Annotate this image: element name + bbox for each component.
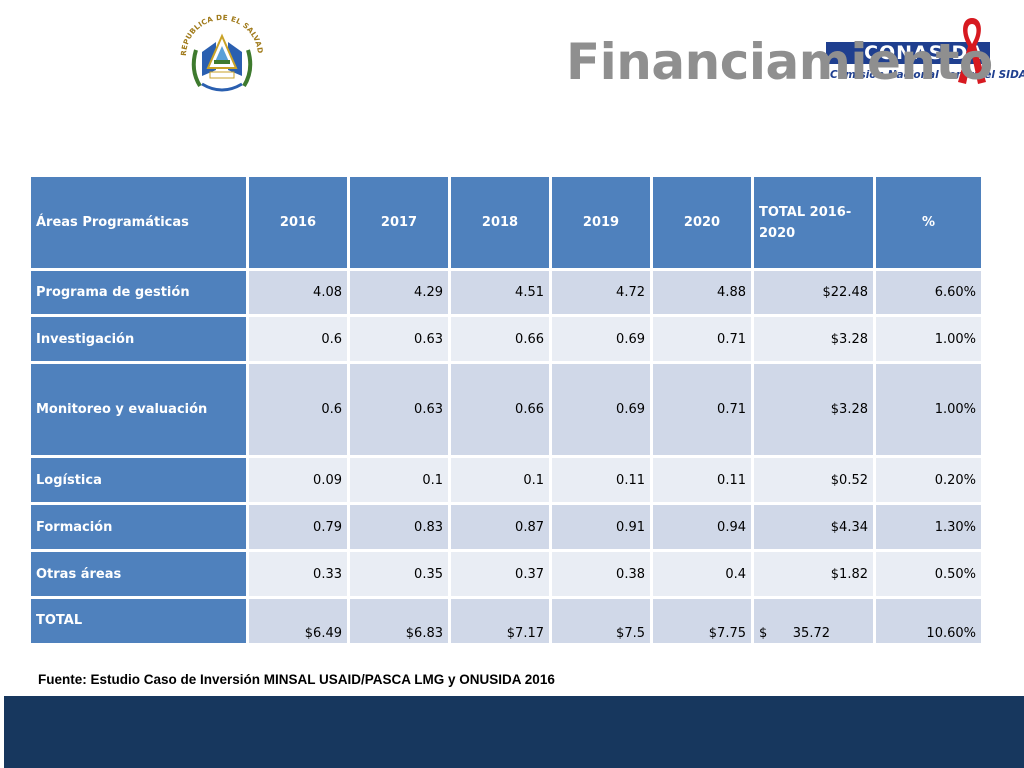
row-label: Programa de gestión xyxy=(28,268,249,317)
row-label: Investigación xyxy=(28,314,249,364)
column-header-percent: % xyxy=(873,174,984,271)
row-label: Monitoreo y evaluación xyxy=(28,361,249,458)
cell-total: $1.82 xyxy=(751,549,876,599)
cell-value: 0.38 xyxy=(549,549,653,599)
cell-value: 0.71 xyxy=(650,361,754,458)
column-header-total: TOTAL 2016-2020 xyxy=(751,174,876,271)
cell-value: 0.94 xyxy=(650,502,754,552)
cell-value: 4.08 xyxy=(246,268,350,317)
cell-percent: 1.30% xyxy=(873,502,984,552)
grand-total-value: 35.72 xyxy=(792,626,830,641)
cell-percent: 0.50% xyxy=(873,549,984,599)
grand-total-symbol: $ xyxy=(759,626,768,641)
cell-total: $3.28 xyxy=(751,314,876,364)
row-label: Formación xyxy=(28,502,249,552)
cell-value: 0.63 xyxy=(347,314,451,364)
total-cell-value: $7.75 xyxy=(650,596,754,646)
table-total-row: TOTAL $6.49 $6.83 $7.17 $7.5 $7.75 $ 35.… xyxy=(28,596,984,646)
cell-value: 0.79 xyxy=(246,502,350,552)
column-header-2020: 2020 xyxy=(650,174,754,271)
cell-value: 0.6 xyxy=(246,361,350,458)
total-cell-value: $7.5 xyxy=(549,596,653,646)
grand-total-split: $ 35.72 xyxy=(759,626,868,641)
table-row: Investigación 0.6 0.63 0.66 0.69 0.71 $3… xyxy=(28,314,984,364)
column-header-2018: 2018 xyxy=(448,174,552,271)
table-row: Otras áreas 0.33 0.35 0.37 0.38 0.4 $1.8… xyxy=(28,549,984,599)
total-cell-value: $7.17 xyxy=(448,596,552,646)
total-row-label: TOTAL xyxy=(28,596,249,646)
cell-value: 0.09 xyxy=(246,455,350,505)
row-label: Logística xyxy=(28,455,249,505)
footer-band xyxy=(4,696,1024,768)
cell-value: 4.29 xyxy=(347,268,451,317)
total-cell-value: $6.83 xyxy=(347,596,451,646)
table-row: Formación 0.79 0.83 0.87 0.91 0.94 $4.34… xyxy=(28,502,984,552)
column-header-2019: 2019 xyxy=(549,174,653,271)
cell-value: 0.1 xyxy=(347,455,451,505)
column-header-areas: Áreas Programáticas xyxy=(28,174,249,271)
table-row: Programa de gestión 4.08 4.29 4.51 4.72 … xyxy=(28,268,984,317)
column-header-2016: 2016 xyxy=(246,174,350,271)
cell-value: 0.11 xyxy=(549,455,653,505)
financing-table: Áreas Programáticas 2016 2017 2018 2019 … xyxy=(28,174,984,646)
cell-total: $22.48 xyxy=(751,268,876,317)
cell-value: 0.66 xyxy=(448,314,552,364)
cell-percent: 0.20% xyxy=(873,455,984,505)
cell-total: $3.28 xyxy=(751,361,876,458)
page-title: Financiamiento xyxy=(566,33,993,91)
cell-value: 0.69 xyxy=(549,314,653,364)
grand-total-cell: $ 35.72 xyxy=(751,596,876,646)
row-label: Otras áreas xyxy=(28,549,249,599)
cell-value: 0.87 xyxy=(448,502,552,552)
total-cell-value: $6.49 xyxy=(246,596,350,646)
cell-value: 0.37 xyxy=(448,549,552,599)
conasida-logo-band: CONASIDA xyxy=(826,42,990,64)
cell-value: 0.1 xyxy=(448,455,552,505)
cell-total: $4.34 xyxy=(751,502,876,552)
cell-value: 0.71 xyxy=(650,314,754,364)
table-row: Logística 0.09 0.1 0.1 0.11 0.11 $0.52 0… xyxy=(28,455,984,505)
cell-value: 0.6 xyxy=(246,314,350,364)
cell-value: 0.66 xyxy=(448,361,552,458)
cell-percent: 6.60% xyxy=(873,268,984,317)
total-percent-cell: 10.60% xyxy=(873,596,984,646)
conasida-logo: CONASIDA Comisión Nacional contra el SID… xyxy=(826,12,1024,88)
cell-value: 0.63 xyxy=(347,361,451,458)
cell-total: $0.52 xyxy=(751,455,876,505)
column-header-2017: 2017 xyxy=(347,174,451,271)
table-row: Monitoreo y evaluación 0.6 0.63 0.66 0.6… xyxy=(28,361,984,458)
table-header-row: Áreas Programáticas 2016 2017 2018 2019 … xyxy=(28,174,984,271)
cell-value: 4.72 xyxy=(549,268,653,317)
cell-percent: 1.00% xyxy=(873,314,984,364)
source-note: Fuente: Estudio Caso de Inversión MINSAL… xyxy=(38,672,555,687)
cell-value: 0.33 xyxy=(246,549,350,599)
cell-value: 0.35 xyxy=(347,549,451,599)
cell-value: 0.91 xyxy=(549,502,653,552)
el-salvador-seal-logo: REPUBLICA DE EL SALVADOR EN LA AMERICA C… xyxy=(172,6,269,103)
cell-value: 4.88 xyxy=(650,268,754,317)
cell-value: 0.69 xyxy=(549,361,653,458)
cell-value: 0.83 xyxy=(347,502,451,552)
cell-value: 4.51 xyxy=(448,268,552,317)
red-ribbon-icon xyxy=(958,18,986,84)
cell-percent: 1.00% xyxy=(873,361,984,458)
cell-value: 0.11 xyxy=(650,455,754,505)
cell-value: 0.4 xyxy=(650,549,754,599)
